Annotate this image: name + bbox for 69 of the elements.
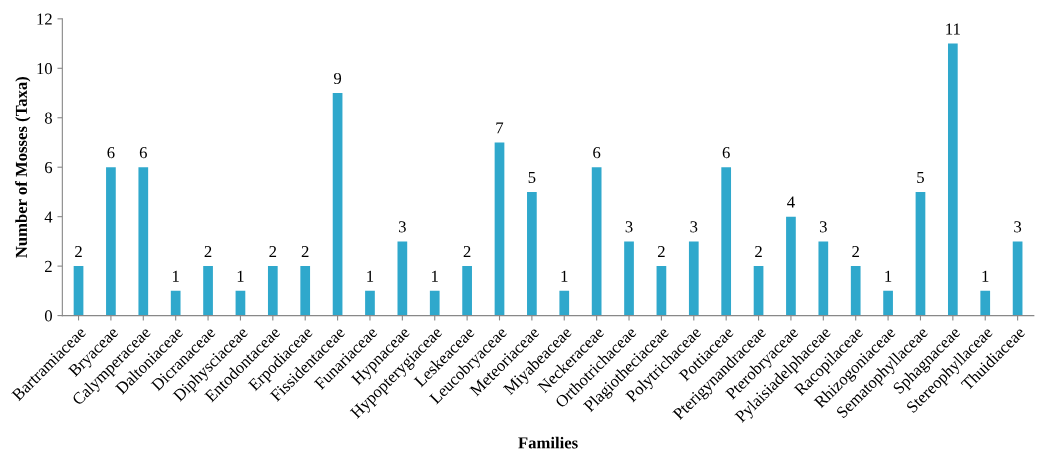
bar xyxy=(332,93,343,316)
bar xyxy=(721,167,732,316)
data-label: 1 xyxy=(237,270,244,282)
data-label: 4 xyxy=(787,196,795,208)
data-label: 2 xyxy=(755,245,762,258)
data-label: 5 xyxy=(528,171,536,183)
data-label: 6 xyxy=(722,147,730,159)
bar xyxy=(624,241,634,316)
y-tick-label: 6 xyxy=(45,161,53,174)
y-tick-label: 10 xyxy=(37,62,52,75)
data-label: 5 xyxy=(917,171,924,183)
data-label: 9 xyxy=(333,72,342,85)
data-label: 1 xyxy=(172,270,179,282)
bar xyxy=(527,191,537,316)
y-tick-label: 2 xyxy=(45,260,52,272)
data-label: 3 xyxy=(819,221,827,233)
data-label: 1 xyxy=(432,270,438,282)
bar xyxy=(656,266,667,316)
y-tick-label: 8 xyxy=(44,112,52,124)
data-label: 3 xyxy=(625,221,633,233)
bar xyxy=(494,142,505,316)
data-label: 2 xyxy=(463,245,471,258)
bar xyxy=(559,290,570,316)
x-axis-title: Families xyxy=(518,436,578,449)
data-label: 2 xyxy=(269,245,277,258)
data-label: 3 xyxy=(1014,221,1022,233)
bar xyxy=(106,167,116,316)
bar xyxy=(980,290,991,316)
bar xyxy=(818,241,829,316)
data-label: 6 xyxy=(593,147,601,159)
bar xyxy=(915,191,926,316)
bar xyxy=(753,266,764,316)
data-label: 2 xyxy=(852,245,859,258)
data-label: 2 xyxy=(204,245,212,258)
bar xyxy=(138,167,149,316)
y-tick-label: 4 xyxy=(44,211,53,223)
bar xyxy=(462,266,472,316)
bar xyxy=(397,241,408,316)
y-tick-label: 0 xyxy=(44,310,52,322)
data-label: 2 xyxy=(75,245,82,258)
bar xyxy=(365,290,375,316)
data-label: 6 xyxy=(139,147,147,159)
bar xyxy=(267,266,278,316)
bar xyxy=(591,167,602,316)
data-label: 6 xyxy=(107,147,115,159)
y-tick-label: 12 xyxy=(37,13,52,25)
data-label: 1 xyxy=(561,270,568,282)
data-label: 7 xyxy=(496,122,504,134)
data-label: 2 xyxy=(657,245,665,258)
bar xyxy=(883,290,893,316)
data-label: 3 xyxy=(398,221,406,233)
bar xyxy=(170,290,181,316)
data-label: 3 xyxy=(690,221,698,233)
data-label: 1 xyxy=(367,270,374,282)
bar xyxy=(688,241,699,316)
y-axis-title: Number of Mosses (Taxa) xyxy=(15,76,31,258)
data-label: 2 xyxy=(301,245,309,258)
bar xyxy=(300,266,311,316)
data-label: 1 xyxy=(885,270,892,282)
data-label: 1 xyxy=(982,270,989,282)
bar xyxy=(429,290,440,316)
data-label: 11 xyxy=(946,23,960,35)
bar xyxy=(203,266,213,316)
bar xyxy=(850,266,861,316)
bar xyxy=(786,216,796,316)
bar xyxy=(235,290,246,316)
bar xyxy=(73,266,84,316)
bar xyxy=(947,43,958,316)
bar xyxy=(1012,241,1023,316)
